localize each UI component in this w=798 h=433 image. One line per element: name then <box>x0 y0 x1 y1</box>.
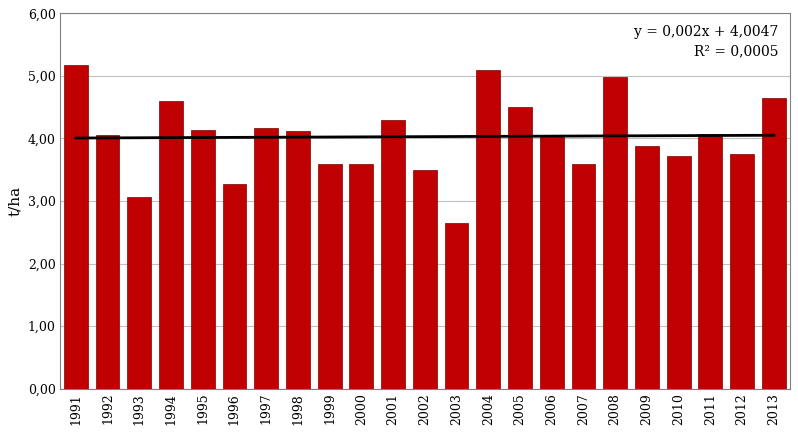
Bar <box>635 146 659 389</box>
Bar <box>730 154 754 389</box>
Bar <box>698 134 722 389</box>
Bar <box>539 136 563 389</box>
Bar <box>350 164 373 389</box>
Bar <box>318 164 342 389</box>
Bar <box>666 156 690 389</box>
Bar <box>603 77 627 389</box>
Bar <box>128 197 151 389</box>
Bar <box>476 70 500 389</box>
Bar <box>508 107 532 389</box>
Bar <box>159 101 183 389</box>
Y-axis label: t/ha: t/ha <box>8 186 22 216</box>
Bar <box>286 131 310 389</box>
Bar <box>96 135 120 389</box>
Bar <box>762 98 786 389</box>
Bar <box>191 130 215 389</box>
Bar <box>223 184 247 389</box>
Bar <box>255 128 278 389</box>
Bar <box>64 65 88 389</box>
Bar <box>444 223 468 389</box>
Bar <box>571 164 595 389</box>
Bar <box>381 120 405 389</box>
Bar <box>413 170 437 389</box>
Text: y = 0,002x + 4,0047
R² = 0,0005: y = 0,002x + 4,0047 R² = 0,0005 <box>634 25 779 58</box>
